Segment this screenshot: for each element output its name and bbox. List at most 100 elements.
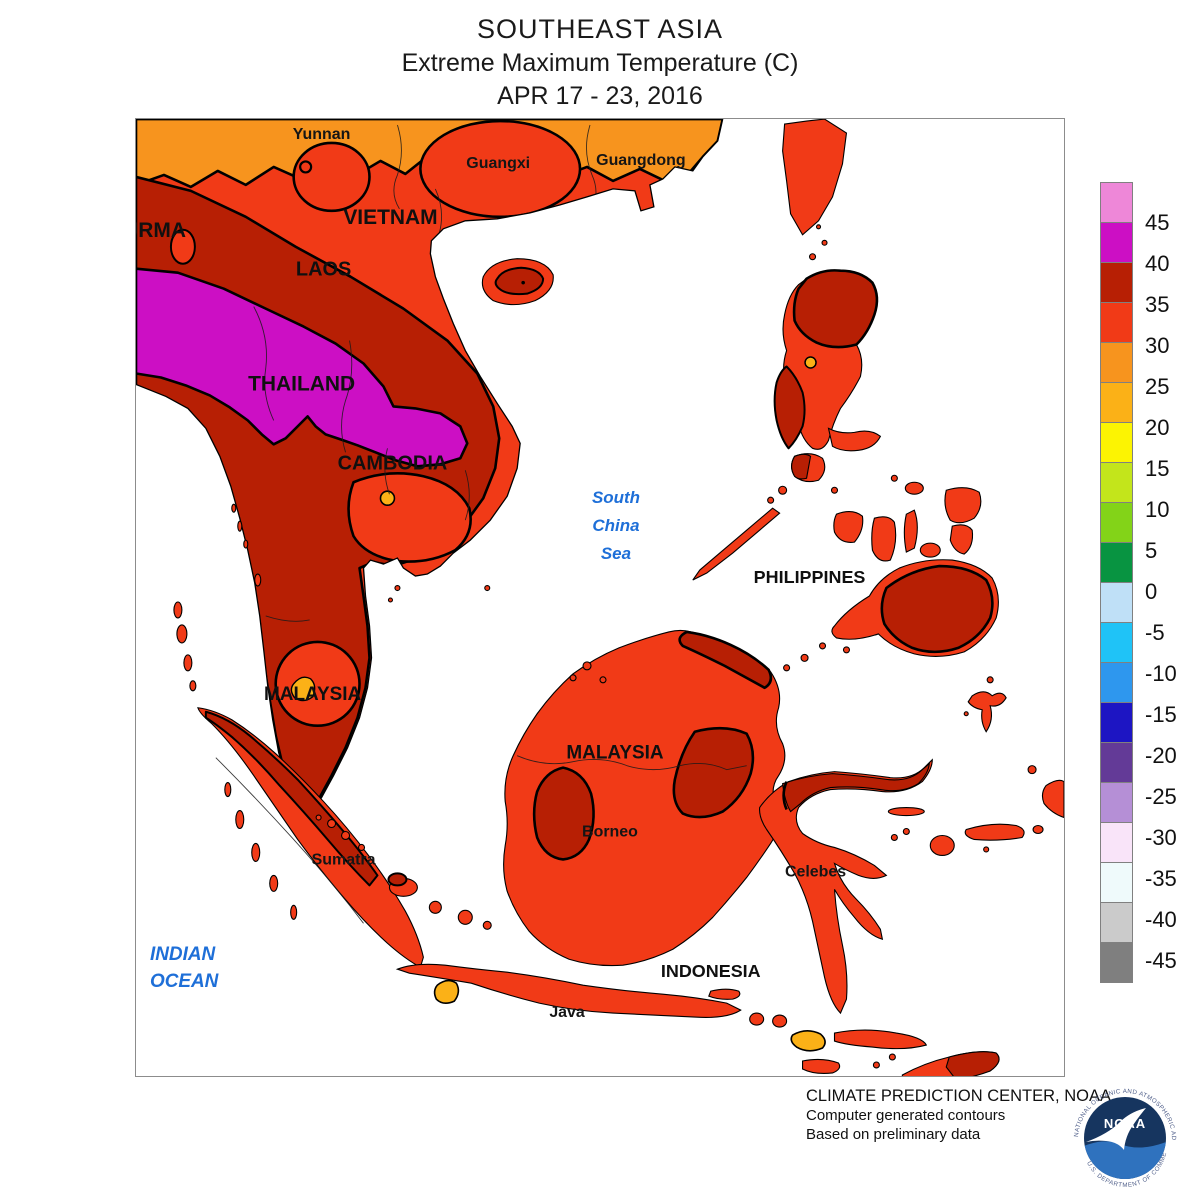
border-thailand-laos [341,340,353,453]
region-luzon-west-35-40 [773,365,806,450]
islands-babuyan [808,224,828,261]
border-cambodia-vietnam [464,470,470,521]
border-malaysia-indonesia [517,755,747,771]
legend-color-segments [1100,182,1133,983]
legend-seg-40-45 [1100,222,1133,263]
legend-tick: -45 [1145,948,1177,973]
label-indonesia: INDONESIA [661,961,761,981]
border-thailand-malaysia [265,615,310,622]
island-sumbawa-20-25 [790,1030,826,1052]
islands-natuna [387,584,607,684]
credit-note: Based on preliminary data [806,1126,981,1143]
legend-tick: -15 [1145,702,1177,727]
legend-seg-15-20 [1100,422,1133,463]
legend-seg-20-25 [1100,382,1133,423]
legend-tick: -30 [1145,825,1177,850]
legend-tick: 0 [1145,579,1158,604]
island-sumatra-35-40 [204,710,379,887]
islands-visayas [830,474,982,562]
region-luzon-north-35-40 [792,269,879,349]
legend-seg-45plus [1100,182,1133,223]
label-guangxi: Guangxi [466,155,530,172]
legend-tick: -5 [1145,620,1165,645]
noaa-logo: NATIONAL OCEANIC AND ATMOSPHERIC ADMINIS… [1068,1080,1177,1189]
legend-seg-below-n45 [1100,942,1133,983]
islands-mentawai [224,782,298,920]
border-yunnan-guangxi [393,124,402,210]
legend-tick: -35 [1145,866,1177,891]
map-canvas: BURMA VIETNAM LAOS THAILAND CAMBODIA MAL… [136,119,1064,1076]
region-borneo-east-35-40 [672,726,755,819]
region-malaysia-20-25 [290,676,316,702]
label-philippines: PHILIPPINES [754,567,866,587]
legend-seg-5-10 [1100,502,1133,543]
legend-tick: -25 [1145,784,1177,809]
border-sumatra [215,757,364,924]
island-hainan-35-40 [494,266,545,296]
legend-seg-n15-n10 [1100,662,1133,703]
label-south-china-sea-2: China [592,516,639,535]
legend-tick: 35 [1145,292,1170,317]
islands-calamian [767,485,788,504]
islands-sulu [783,642,851,672]
label-indian-ocean-2: OCEAN [150,971,219,992]
credits-block: CLIMATE PREDICTION CENTER, NOAA Computer… [806,1086,1111,1144]
border-burma-thailand [253,306,275,421]
label-celebes: Celebes [785,863,846,880]
label-south-china-sea-1: South [592,488,640,507]
label-borneo: Borneo [582,823,638,840]
label-south-china-sea-3: Sea [601,544,631,563]
legend-tick: 30 [1145,333,1170,358]
label-guangdong: Guangdong [596,152,686,169]
legend-seg-n5-0 [1100,582,1133,623]
label-malaysia-peninsula: MALAYSIA [264,684,361,705]
legend-seg-30-35 [1100,302,1133,343]
legend-tick: 25 [1145,374,1170,399]
island-taiwan [782,119,848,236]
legend-tick: -40 [1145,907,1177,932]
legend-tick: -10 [1145,661,1177,686]
credit-method: Computer generated contours [806,1107,1006,1124]
island-java [395,963,742,1018]
islands-moluccas [887,676,1064,856]
region-celebes-north-35-40 [782,762,930,813]
legend-seg-n10-n5 [1100,622,1133,663]
map-subtitle: Extreme Maximum Temperature (C) [401,49,799,77]
legend-tick: 15 [1145,456,1170,481]
label-indian-ocean-1: INDIAN [150,944,216,965]
label-laos: LAOS [296,259,351,281]
legend-tick: 40 [1145,251,1170,276]
island-palawan [692,507,781,581]
noaa-gull-icon [1086,1108,1146,1150]
credit-source: CLIMATE PREDICTION CENTER, NOAA [806,1087,1111,1105]
region-borneo-west-35-40 [532,766,595,861]
map-title: SOUTHEAST ASIA [476,14,724,44]
legend-tick: 5 [1145,538,1158,563]
label-java: Java [549,1004,585,1021]
island-mindanao-35-40 [880,564,994,654]
region-java-20-25 [433,979,460,1004]
legend-seg-n20-n15 [1100,702,1133,743]
label-sumatra: Sumatra [312,851,376,868]
legend-seg-n40-n35 [1100,862,1133,903]
region-cambodia-30-35 [347,472,472,563]
legend-tick: -20 [1145,743,1177,768]
region-burma-pocket-30-35 [169,228,196,265]
map-frame: BURMA VIETNAM LAOS THAILAND CAMBODIA MAL… [135,118,1065,1077]
legend-tick: 10 [1145,497,1170,522]
legend-tick: 45 [1145,210,1170,235]
label-vietnam: VIETNAM [343,206,437,229]
noaa-emblem-lower [1084,1141,1166,1179]
islands-lesser-sunda [749,1012,928,1075]
island-bicol [827,427,882,452]
island-borneo [503,629,786,967]
label-cambodia: CAMBODIA [338,452,448,474]
station-marker-yunnan [299,160,313,174]
islands-riau-35-40 [387,872,408,887]
label-thailand: THAILAND [248,372,355,395]
contour-celebes [782,781,788,811]
region-cambodia-20-25 [379,490,396,506]
noaa-wordmark: NOAA [1104,1116,1146,1131]
region-sabah-35-40 [678,630,773,690]
